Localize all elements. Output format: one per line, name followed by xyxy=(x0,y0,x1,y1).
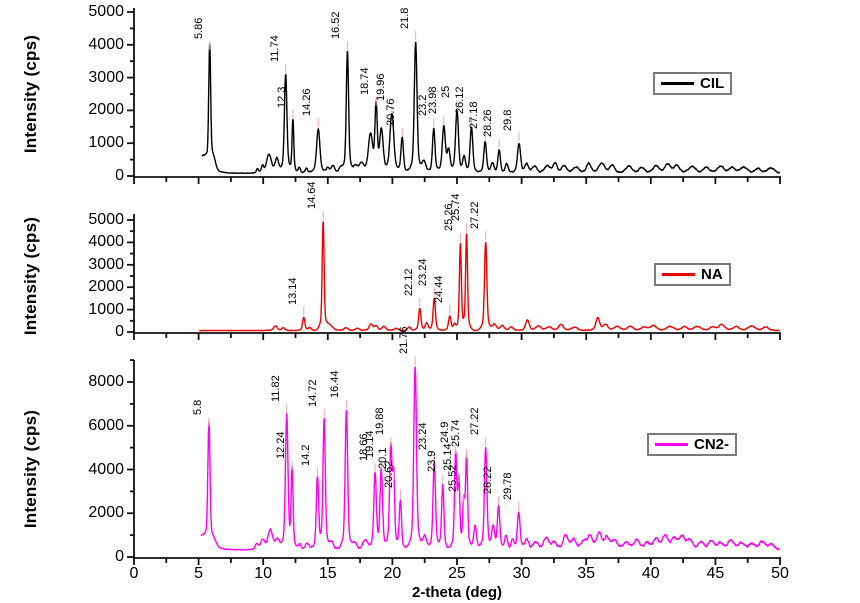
peak-label: 27.22 xyxy=(468,407,481,436)
y-tick-label: 0 xyxy=(115,323,124,340)
peak-label: 21.76 xyxy=(398,326,411,355)
peak-label: 23.98 xyxy=(426,86,439,115)
peak-label: 14.64 xyxy=(306,181,319,209)
x-tick-label: 45 xyxy=(706,565,725,582)
y-tick-label: 3000 xyxy=(88,255,124,273)
x-tick-label: 40 xyxy=(641,565,660,582)
peak-label: 20.76 xyxy=(385,98,398,126)
x-tick-label: 15 xyxy=(318,565,337,582)
x-tick-label: 10 xyxy=(254,565,273,582)
y-tick-label: 1000 xyxy=(88,300,124,318)
y-tick-label: 4000 xyxy=(88,35,124,53)
xrd-trace-CIL xyxy=(201,41,781,175)
x-tick-label: 35 xyxy=(577,565,596,582)
x-axis-title: 2-theta (deg) xyxy=(412,584,502,601)
peak-label: 18.74 xyxy=(359,67,372,95)
peak-label: 25.74 xyxy=(449,419,462,448)
peak-label: 12.3 xyxy=(275,86,288,108)
x-tick-label: 0 xyxy=(129,565,139,582)
y-tick-label: 2000 xyxy=(88,101,124,119)
y-tick-label: 2000 xyxy=(88,278,124,296)
y-tick-label: 4000 xyxy=(88,233,124,251)
peak-label: 16.44 xyxy=(329,370,342,398)
peak-label: 28.22 xyxy=(481,466,494,495)
peak-label: 25.74 xyxy=(449,193,462,222)
y-axis-title-middle: Intensity (cps) xyxy=(21,216,40,336)
peak-label: 23.24 xyxy=(417,422,430,451)
y-tick-label: 2000 xyxy=(88,504,124,522)
peak-label: 27.22 xyxy=(468,201,481,230)
peak-label: 29.78 xyxy=(501,472,514,500)
peak-label: 23.9 xyxy=(425,450,438,473)
peak-label: 12.24 xyxy=(275,431,288,460)
y-tick-label: 0 xyxy=(115,167,124,184)
cn2-line-sample xyxy=(655,443,688,446)
peak-label: 22.12 xyxy=(402,268,415,296)
peak-label: 13.14 xyxy=(286,277,299,305)
y-tick-label: 8000 xyxy=(88,373,124,390)
legend-cn2-label: CN2- xyxy=(694,436,730,453)
legend-cil: CIL xyxy=(653,72,733,95)
peak-label: 25.52 xyxy=(446,464,459,492)
legend-cil-label: CIL xyxy=(700,75,725,92)
peak-label: 24.44 xyxy=(432,275,445,304)
y-axis-title-bottom: Intensity (cps) xyxy=(21,409,40,529)
na-line-sample xyxy=(662,273,695,276)
peak-label: 29.8 xyxy=(502,109,515,131)
cil-line-sample xyxy=(661,82,694,85)
peak-label: 19.96 xyxy=(374,73,387,102)
peak-label: 14.2 xyxy=(300,444,313,466)
legend-na-label: NA xyxy=(701,266,723,283)
y-axis-title-top: Intensity (cps) xyxy=(21,34,40,154)
peak-label: 27.18 xyxy=(468,101,481,130)
y-tick-label: 5000 xyxy=(88,211,124,228)
x-tick-label: 25 xyxy=(448,565,466,582)
peak-label: 26.12 xyxy=(454,86,467,115)
peak-label: 20.62 xyxy=(383,460,396,488)
peak-label: 5.86 xyxy=(192,17,205,39)
y-tick-label: 4000 xyxy=(88,460,124,478)
peak-label: 11.82 xyxy=(269,375,282,403)
peak-label: 21.8 xyxy=(398,7,411,29)
x-tick-label: 50 xyxy=(771,565,789,582)
legend-na: NA xyxy=(654,263,731,286)
peak-label: 14.26 xyxy=(301,88,314,116)
x-tick-label: 5 xyxy=(194,565,204,582)
peak-label: 11.74 xyxy=(268,35,281,62)
y-tick-label: 5000 xyxy=(88,3,124,20)
peak-label: 16.52 xyxy=(330,11,343,39)
peak-label: 14.72 xyxy=(307,379,320,407)
x-tick-label: 30 xyxy=(512,565,531,582)
y-tick-label: 3000 xyxy=(88,68,124,86)
legend-cn2: CN2- xyxy=(647,433,738,456)
x-tick-label: 20 xyxy=(383,565,402,582)
peak-label: 23.24 xyxy=(417,257,430,286)
y-tick-label: 6000 xyxy=(88,416,124,434)
xrd-trace-CN2- xyxy=(200,366,781,551)
y-tick-label: 0 xyxy=(115,548,124,565)
xrd-trace-NA xyxy=(198,221,781,332)
peak-label: 19.88 xyxy=(373,407,386,436)
peak-label: 5.8 xyxy=(191,400,204,416)
y-tick-label: 1000 xyxy=(88,134,124,152)
peak-label: 28.26 xyxy=(482,109,495,138)
peak-label: 25 xyxy=(440,85,452,98)
